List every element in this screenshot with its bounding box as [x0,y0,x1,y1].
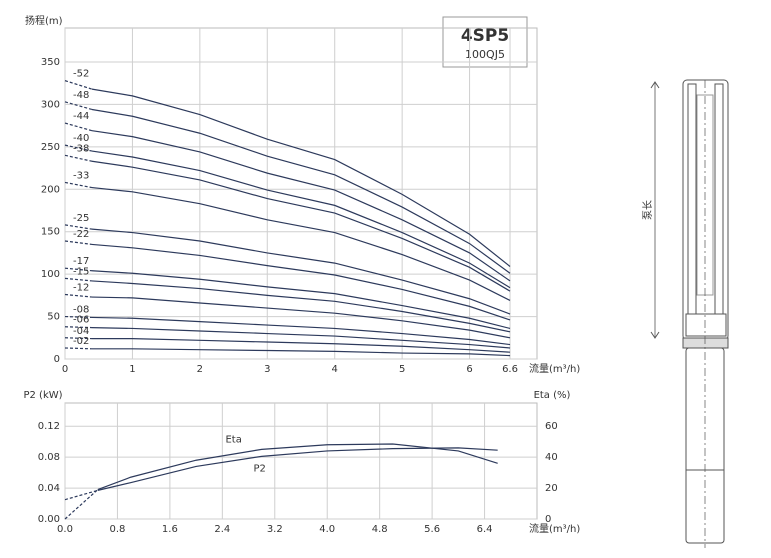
series-label: Eta [225,434,241,445]
curve-extension [64,347,92,350]
y2-tick-label: 20 [545,483,558,494]
curve-extension [64,80,93,90]
series-label: -22 [73,229,89,240]
curve-extension [64,315,92,319]
curve [91,326,511,349]
series-label: -08 [73,305,89,316]
curve-extension [64,122,93,132]
x-axis-label: 流量(m³/h) [529,362,580,375]
series-label: -17 [73,256,89,267]
curve-extension [64,489,99,520]
curve-extension [64,489,98,501]
y-axis-label: 扬程(m) [25,14,63,27]
curve-extension [64,154,93,162]
y-tick-label: 50 [47,312,60,323]
curve [91,228,511,315]
y-tick-label: 150 [41,227,60,238]
series-label: -44 [73,111,89,122]
x-tick-label: 3.2 [267,524,283,535]
curve-extension [64,267,93,272]
curve [91,348,511,357]
curve [91,150,511,289]
y-tick-label: 0.00 [38,514,60,525]
curve-extension [64,337,92,340]
y-tick-label: 0.08 [38,452,60,463]
series-label: -48 [73,90,89,101]
curve [97,443,498,491]
y2-tick-label: 60 [545,421,558,432]
curve [91,280,511,333]
curve-extension [64,240,93,246]
series-label: -25 [73,213,89,224]
x-tick-label: 4.0 [319,524,335,535]
x-tick-label: 4 [332,364,338,375]
x-tick-label: 5.6 [424,524,440,535]
curve-extension [64,277,93,282]
curve-extension [64,224,93,230]
y-tick-label: 350 [41,57,60,68]
model-code: 100QJ5 [465,48,505,61]
series-label: -52 [73,69,89,80]
x-tick-label: 4.8 [372,524,388,535]
series-label: -38 [73,143,89,154]
curve-extension [64,293,93,298]
curve [91,270,511,330]
curve [91,130,511,282]
curve [91,88,511,267]
series-label: -02 [73,336,89,347]
curve [91,338,511,353]
plot-area [64,27,538,360]
y2-tick-label: 40 [545,452,558,463]
y-tick-label: 300 [41,99,60,110]
y2-tick-label: 0 [545,514,551,525]
x-tick-label: 2.4 [214,524,230,535]
plot-area [64,402,538,520]
series-label: -33 [73,170,89,181]
model-box [442,16,528,68]
model-name: 4SP5 [461,26,509,46]
y-tick-label: 0.12 [38,421,60,432]
y-tick-label: 250 [41,142,60,153]
curve-extension [64,101,93,111]
y-tick-label: 200 [41,184,60,195]
y-tick-label: 0.04 [38,483,60,494]
series-label: -12 [73,282,89,293]
series-label: P2 [253,463,265,474]
x-tick-label: 0 [62,364,68,375]
x-tick-label: 3 [264,364,270,375]
length-label: 泵长 [642,200,654,220]
y-tick-label: 0 [54,354,60,365]
x-tick-label: 6.6 [502,364,518,375]
y-axis-label: P2 (kW) [23,390,62,401]
y2-axis-label: Eta (%) [534,390,571,401]
y-tick-label: 100 [41,269,60,280]
curve [91,316,511,346]
x-tick-label: 5 [399,364,405,375]
curve [91,108,511,274]
curve-extension [64,326,92,329]
x-tick-label: 1.6 [162,524,178,535]
x-tick-label: 6 [466,364,472,375]
curve-extension [64,181,93,189]
x-tick-label: 0.0 [57,524,73,535]
curve [91,160,511,292]
curve [97,447,498,491]
series-label: -06 [73,315,89,326]
series-label: -04 [73,326,89,337]
series-label: -40 [73,133,89,144]
x-tick-label: 0.8 [109,524,125,535]
x-axis-label: 流量(m³/h) [529,522,580,535]
curve [91,243,511,321]
series-label: -15 [73,266,89,277]
curve [91,296,511,339]
curve [91,186,511,301]
x-tick-label: 1 [129,364,135,375]
pump-drawing [650,79,729,548]
x-tick-label: 6.4 [477,524,493,535]
x-tick-label: 2 [197,364,203,375]
